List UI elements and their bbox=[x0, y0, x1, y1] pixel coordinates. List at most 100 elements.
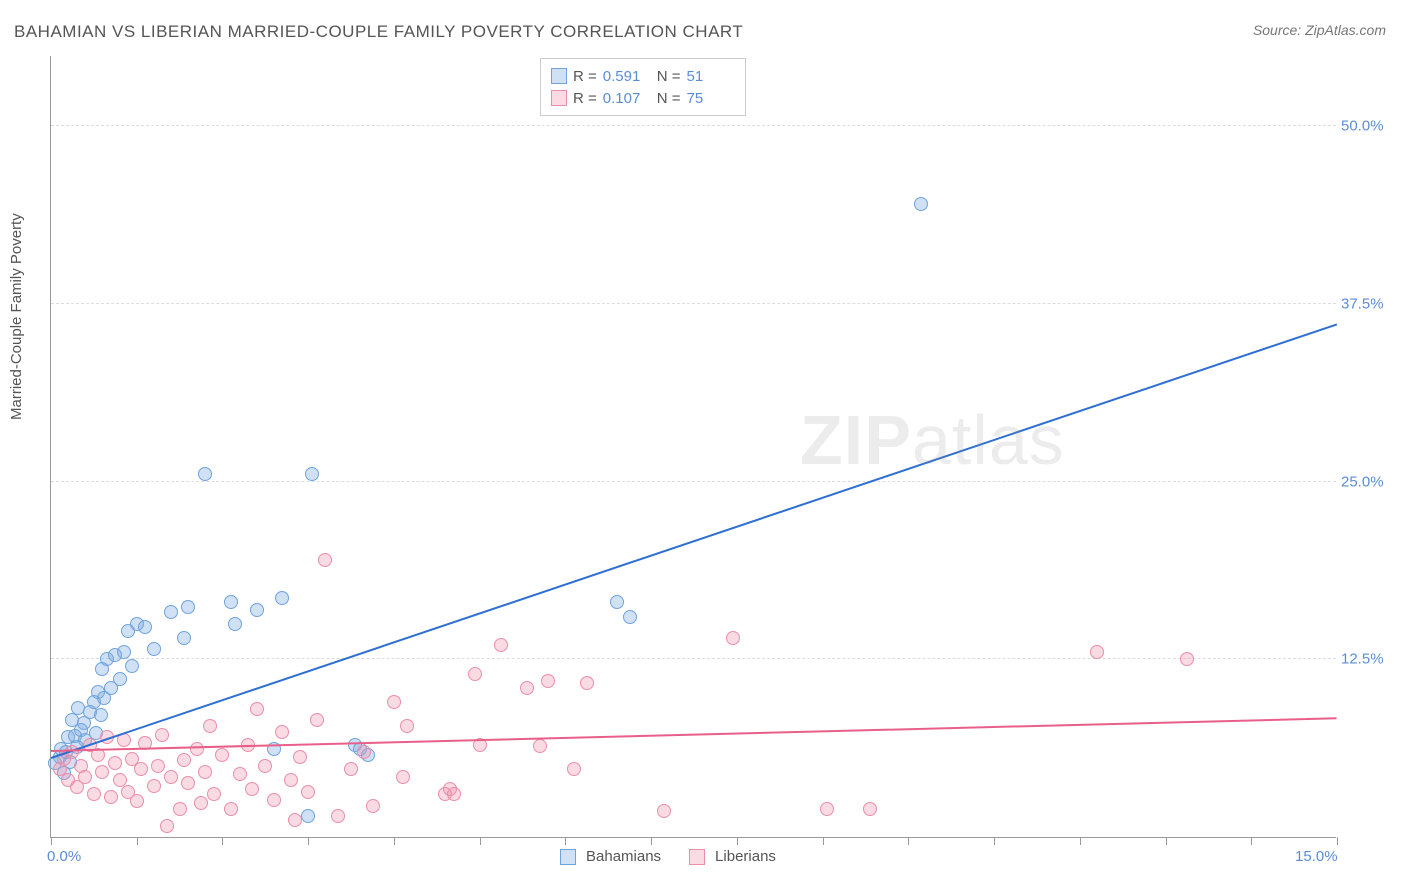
legend-r-value: 0.107 bbox=[603, 90, 651, 107]
x-tick bbox=[137, 837, 138, 845]
scatter-marker bbox=[657, 804, 671, 818]
x-tick bbox=[1080, 837, 1081, 845]
legend-correlation-row: R = 0.591 N = 51 bbox=[551, 65, 735, 87]
legend-r-label: R = bbox=[573, 68, 597, 85]
scatter-marker bbox=[914, 197, 928, 211]
x-tick bbox=[994, 837, 995, 845]
legend-series-name: Bahamians bbox=[586, 848, 661, 865]
x-tick bbox=[823, 837, 824, 845]
scatter-marker bbox=[366, 799, 380, 813]
scatter-marker bbox=[301, 809, 315, 823]
y-tick-label: 37.5% bbox=[1341, 295, 1396, 312]
legend-series: Bahamians Liberians bbox=[560, 848, 794, 865]
scatter-marker bbox=[541, 674, 555, 688]
y-tick-label: 25.0% bbox=[1341, 473, 1396, 490]
scatter-marker bbox=[610, 595, 624, 609]
scatter-marker bbox=[151, 759, 165, 773]
legend-correlation-row: R =0.107N =75 bbox=[551, 87, 735, 109]
scatter-marker bbox=[224, 595, 238, 609]
gridline bbox=[51, 658, 1336, 659]
scatter-marker bbox=[194, 796, 208, 810]
scatter-marker bbox=[173, 802, 187, 816]
scatter-marker bbox=[104, 790, 118, 804]
legend-n-label: N = bbox=[657, 68, 681, 85]
x-tick bbox=[51, 837, 52, 845]
x-tick bbox=[737, 837, 738, 845]
legend-swatch bbox=[551, 90, 567, 106]
scatter-marker bbox=[494, 638, 508, 652]
scatter-marker bbox=[78, 770, 92, 784]
x-tick bbox=[480, 837, 481, 845]
x-tick bbox=[908, 837, 909, 845]
scatter-marker bbox=[198, 765, 212, 779]
x-tick bbox=[1337, 837, 1338, 845]
scatter-marker bbox=[580, 676, 594, 690]
scatter-marker bbox=[155, 728, 169, 742]
scatter-marker bbox=[130, 794, 144, 808]
scatter-marker bbox=[1090, 645, 1104, 659]
scatter-marker bbox=[215, 748, 229, 762]
scatter-marker bbox=[164, 770, 178, 784]
scatter-marker bbox=[108, 756, 122, 770]
scatter-marker bbox=[147, 779, 161, 793]
scatter-marker bbox=[198, 467, 212, 481]
x-tick bbox=[651, 837, 652, 845]
scatter-marker bbox=[623, 610, 637, 624]
scatter-marker bbox=[181, 776, 195, 790]
scatter-marker bbox=[94, 708, 108, 722]
scatter-marker bbox=[250, 603, 264, 617]
x-tick bbox=[222, 837, 223, 845]
scatter-marker bbox=[357, 745, 371, 759]
x-tick-label: 0.0% bbox=[47, 848, 81, 865]
scatter-marker bbox=[113, 672, 127, 686]
scatter-marker bbox=[203, 719, 217, 733]
scatter-marker bbox=[820, 802, 834, 816]
scatter-marker bbox=[301, 785, 315, 799]
legend-swatch bbox=[689, 849, 705, 865]
scatter-marker bbox=[447, 787, 461, 801]
scatter-marker bbox=[117, 645, 131, 659]
source-label: Source: ZipAtlas.com bbox=[1253, 22, 1386, 38]
chart-title: BAHAMIAN VS LIBERIAN MARRIED-COUPLE FAMI… bbox=[14, 22, 743, 42]
scatter-marker bbox=[164, 605, 178, 619]
scatter-marker bbox=[533, 739, 547, 753]
scatter-marker bbox=[396, 770, 410, 784]
scatter-marker bbox=[177, 631, 191, 645]
y-tick-label: 50.0% bbox=[1341, 118, 1396, 135]
legend-n-value: 51 bbox=[687, 68, 735, 85]
scatter-marker bbox=[400, 719, 414, 733]
legend-r-value: 0.591 bbox=[603, 68, 651, 85]
legend-correlation-box: R =0.591N =51R =0.107N =75 bbox=[540, 58, 746, 116]
x-tick bbox=[308, 837, 309, 845]
scatter-marker bbox=[318, 553, 332, 567]
scatter-marker bbox=[95, 765, 109, 779]
scatter-marker bbox=[177, 753, 191, 767]
scatter-marker bbox=[190, 742, 204, 756]
scatter-marker bbox=[293, 750, 307, 764]
scatter-marker bbox=[160, 819, 174, 833]
scatter-marker bbox=[284, 773, 298, 787]
scatter-marker bbox=[520, 681, 534, 695]
scatter-marker bbox=[228, 617, 242, 631]
y-tick-label: 12.5% bbox=[1341, 651, 1396, 668]
x-tick bbox=[1251, 837, 1252, 845]
scatter-marker bbox=[726, 631, 740, 645]
scatter-marker bbox=[224, 802, 238, 816]
scatter-marker bbox=[147, 642, 161, 656]
scatter-marker bbox=[181, 600, 195, 614]
scatter-marker bbox=[267, 793, 281, 807]
trend-line bbox=[51, 717, 1337, 752]
scatter-marker bbox=[207, 787, 221, 801]
gridline bbox=[51, 481, 1336, 482]
scatter-marker bbox=[250, 702, 264, 716]
scatter-marker bbox=[245, 782, 259, 796]
legend-swatch bbox=[560, 849, 576, 865]
trend-line bbox=[51, 323, 1338, 759]
scatter-marker bbox=[134, 762, 148, 776]
legend-series-name: Liberians bbox=[715, 848, 776, 865]
legend-n-label: N = bbox=[657, 90, 681, 107]
chart-container: BAHAMIAN VS LIBERIAN MARRIED-COUPLE FAMI… bbox=[0, 0, 1406, 892]
scatter-marker bbox=[138, 620, 152, 634]
gridline bbox=[51, 303, 1336, 304]
scatter-marker bbox=[1180, 652, 1194, 666]
